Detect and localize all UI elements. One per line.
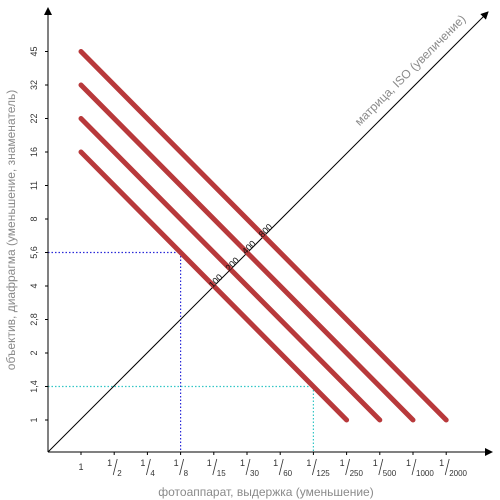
x-tick-slash xyxy=(278,458,284,476)
x-tick-slash xyxy=(411,458,417,476)
iso-tag-400: 400 xyxy=(240,239,258,257)
x-tick-denominator: 60 xyxy=(283,469,292,478)
x-tick-denominator: 500 xyxy=(383,469,397,478)
x-tick-denominator: 8 xyxy=(184,469,189,478)
guide-lines xyxy=(48,251,314,452)
x-tick-numerator: 1 xyxy=(140,458,145,468)
x-tick-numerator: 1 xyxy=(107,458,112,468)
x-tick-slash xyxy=(345,458,350,476)
axes xyxy=(44,7,493,456)
x-tick-denominator: 125 xyxy=(316,469,330,478)
y-tick-label: 32 xyxy=(29,80,39,90)
iso-tag-100: 100 xyxy=(207,272,225,290)
x-tick-slash xyxy=(212,458,218,476)
x-tick-numerator: 1 xyxy=(207,458,212,468)
iso-axis-line xyxy=(47,11,489,453)
iso-line-400 xyxy=(78,82,416,423)
y-tick-label: 4 xyxy=(29,283,39,288)
y-axis-label: объектив, диафрагма (уменьшение, знамена… xyxy=(4,90,18,370)
x-tick-numerator: 1 xyxy=(406,458,411,468)
x-tick-denominator: 4 xyxy=(150,469,155,478)
x-tick-denominator: 15 xyxy=(217,469,226,478)
x-tick-slash xyxy=(146,458,151,476)
x-tick-slash xyxy=(444,458,450,476)
x-tick-slash xyxy=(245,458,251,476)
x-tick-denominator: 30 xyxy=(250,469,259,478)
x-tick-slash xyxy=(112,458,118,476)
y-tick-label: 1,4 xyxy=(29,380,39,393)
y-tick-labels: 1 1,4 2 2,8 4 5,6 8 11 16 22 32 45 xyxy=(29,46,48,423)
iso-line-100 xyxy=(78,149,350,423)
iso-line-800 xyxy=(78,49,449,423)
iso-tag-800: 800 xyxy=(257,222,275,240)
x-tick-denominator: 2 xyxy=(117,469,122,478)
y-tick-label: 8 xyxy=(29,216,39,221)
x-tick-denominator: 1000 xyxy=(416,469,434,478)
x-axis-label: фотоаппарат, выдержка (уменьшение) xyxy=(158,485,373,499)
x-tick-numerator: 1 xyxy=(439,458,444,468)
y-tick-label: 22 xyxy=(29,113,39,123)
y-tick-label: 5,6 xyxy=(29,246,39,259)
x-tick-numerator: 1 xyxy=(174,458,179,468)
x-tick-denominator: 2000 xyxy=(449,469,467,478)
x-tick-denominator: 250 xyxy=(350,469,364,478)
x-tick-numerator: 1 xyxy=(340,458,345,468)
iso-tag-200: 200 xyxy=(223,255,241,273)
x-tick-numerator: 1 xyxy=(240,458,245,468)
y-tick-label: 1 xyxy=(29,417,39,422)
y-tick-label: 16 xyxy=(29,147,39,157)
y-tick-label: 11 xyxy=(29,181,39,190)
x-tick-numerator: 1 xyxy=(306,458,311,468)
iso-axis-label: матрица, ISO (увеличение) xyxy=(352,12,469,129)
iso-line-200 xyxy=(78,116,383,423)
x-tick-numerator: 1 xyxy=(373,458,378,468)
y-tick-label: 45 xyxy=(29,46,39,56)
x-tick-slash xyxy=(179,458,184,476)
y-tick-label: 2,8 xyxy=(29,313,39,326)
x-tick-label: 1 xyxy=(78,462,83,472)
x-tick-slash xyxy=(378,458,384,476)
x-tick-slash xyxy=(312,458,317,476)
x-tick-numerator: 1 xyxy=(273,458,278,468)
y-tick-label: 2 xyxy=(29,350,39,355)
